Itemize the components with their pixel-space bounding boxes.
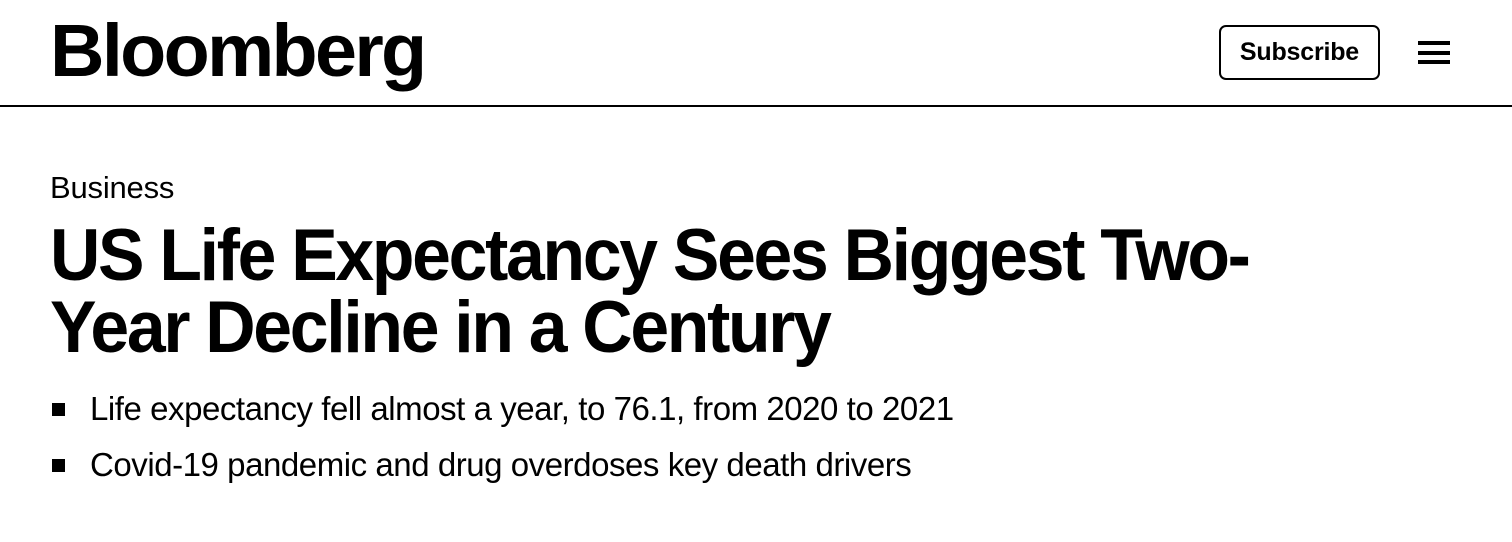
article-header-block: Business US Life Expectancy Sees Biggest… bbox=[0, 107, 1512, 484]
list-item: Covid-19 pandemic and drug overdoses key… bbox=[50, 446, 1462, 484]
hamburger-bar-middle bbox=[1418, 50, 1450, 55]
site-masthead: Bloomberg Subscribe bbox=[0, 0, 1512, 107]
article-headline: US Life Expectancy Sees Biggest Two-Year… bbox=[50, 215, 1251, 368]
article-section-label[interactable]: Business bbox=[50, 170, 175, 205]
subscribe-button[interactable]: Subscribe bbox=[1218, 25, 1380, 80]
masthead-actions: Subscribe bbox=[1218, 0, 1450, 105]
list-item: Life expectancy fell almost a year, to 7… bbox=[50, 390, 1462, 428]
summary-item-text: Life expectancy fell almost a year, to 7… bbox=[90, 390, 954, 427]
square-bullet-icon bbox=[52, 459, 65, 472]
bloomberg-wordmark-logo[interactable]: Bloomberg bbox=[50, 9, 427, 92]
hamburger-menu-icon[interactable] bbox=[1418, 41, 1450, 64]
summary-item-text: Covid-19 pandemic and drug overdoses key… bbox=[90, 446, 912, 483]
hamburger-bar-bottom bbox=[1418, 60, 1450, 64]
hamburger-bar-top bbox=[1418, 41, 1450, 45]
square-bullet-icon bbox=[52, 403, 65, 416]
article-summary-list: Life expectancy fell almost a year, to 7… bbox=[50, 390, 1462, 484]
